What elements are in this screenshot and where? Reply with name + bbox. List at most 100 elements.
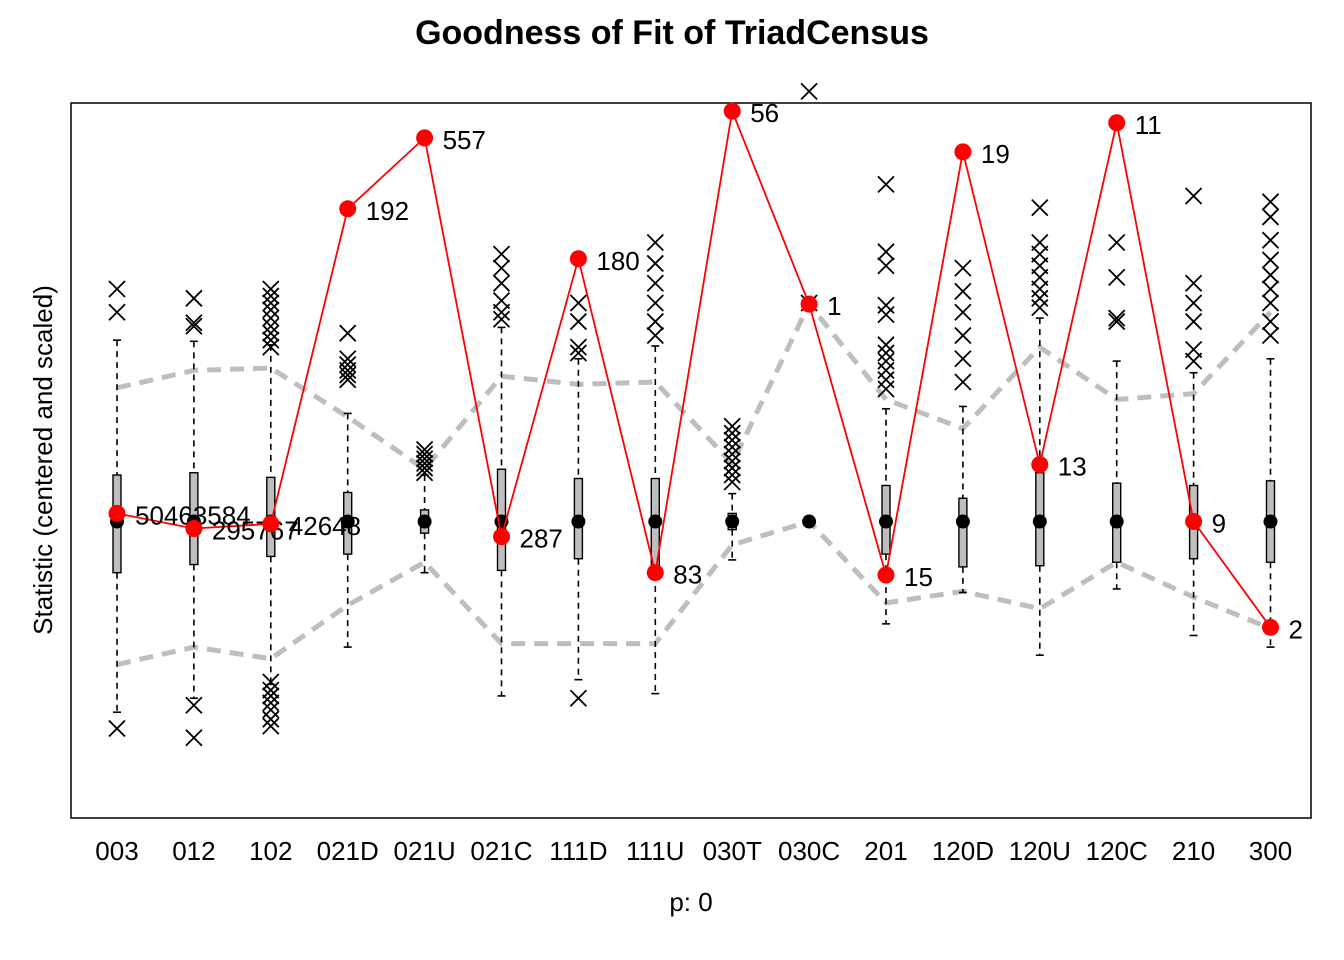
- outlier-mark-111U: [646, 254, 664, 273]
- observed-point-021U: [416, 129, 434, 147]
- chart-title: Goodness of Fit of TriadCensus: [415, 14, 929, 52]
- outlier-mark-021U: [415, 450, 434, 468]
- x-tick-label-201: 201: [864, 836, 907, 866]
- boxplot-021D: [340, 412, 355, 648]
- outlier-mark-300: [1261, 193, 1280, 211]
- outlier-mark-021D: [339, 324, 357, 342]
- outlier-mark-102: [262, 301, 280, 319]
- observed-point-120C: [1108, 114, 1126, 132]
- median-point: [725, 514, 740, 529]
- outlier-mark-012: [185, 729, 203, 747]
- observed-label-120U: 13: [1058, 452, 1087, 482]
- median-point: [955, 514, 970, 529]
- outlier-mark-021C: [492, 310, 511, 328]
- outlier-mark-021U: [415, 459, 434, 477]
- observed-label-012: 295767: [212, 516, 299, 546]
- boxplot-120D: [955, 405, 970, 594]
- x-tick-label-120C: 120C: [1086, 836, 1148, 866]
- x-axis-ticks: 003 012 102 021D 021U 021C 111D 111U 030T 030C 201…: [95, 836, 1292, 866]
- outlier-mark-201: [877, 175, 895, 194]
- confidence-bands: [116, 299, 1273, 667]
- outlier-mark-030C: [800, 82, 818, 101]
- outlier-mark-120D: [954, 303, 972, 321]
- median-point: [1263, 514, 1278, 529]
- observed-point-300: [1262, 618, 1279, 636]
- outlier-mark-120C: [1108, 268, 1126, 287]
- observed-label-021D: 192: [366, 196, 409, 226]
- outlier-mark-030T: [723, 473, 741, 491]
- x-axis-label: p: 0: [669, 887, 712, 917]
- boxplot-030T: [725, 492, 740, 561]
- outlier-mark-210: [1184, 352, 1203, 370]
- outlier-mark-030T: [723, 452, 741, 470]
- outlier-mark-021D: [339, 361, 357, 380]
- x-tick-label-030C: 030C: [778, 836, 840, 866]
- outlier-mark-030T: [723, 424, 741, 442]
- median-point: [879, 514, 893, 529]
- outlier-mark-300: [1261, 312, 1280, 331]
- outlier-mark-030T: [723, 466, 741, 484]
- outlier-mark-300: [1261, 266, 1280, 284]
- x-tick-label-111U: 111U: [626, 836, 684, 866]
- plot-frame: [70, 102, 1312, 819]
- outlier-mark-300: [1261, 231, 1280, 249]
- x-tick-label-102: 102: [249, 836, 292, 866]
- outlier-mark-102: [262, 287, 280, 305]
- outlier-mark-102: [262, 687, 280, 705]
- outlier-mark-300: [1261, 280, 1280, 298]
- outlier-mark-120U: [1031, 198, 1049, 217]
- median-point: [802, 514, 817, 529]
- upper-band-line: [116, 299, 1273, 473]
- outlier-mark-021C: [492, 303, 511, 321]
- outlier-mark-111D: [569, 344, 588, 362]
- outlier-mark-012: [185, 696, 203, 714]
- y-axis-label: Statistic (centered and scaled): [28, 285, 58, 635]
- observed-point-111U: [646, 564, 664, 582]
- outlier-mark-201: [877, 243, 895, 261]
- observed-point-120D: [954, 143, 972, 161]
- outlier-mark-021D: [339, 366, 357, 384]
- outlier-mark-120C: [1108, 312, 1126, 331]
- outlier-mark-012: [185, 289, 203, 307]
- boxplot-030C: [802, 514, 817, 529]
- observed-point-120U: [1031, 456, 1049, 474]
- observed-label-300: 2: [1289, 614, 1303, 644]
- outlier-mark-300: [1261, 326, 1280, 345]
- median-point: [340, 514, 355, 529]
- outlier-mark-111U: [646, 233, 664, 252]
- outlier-mark-021D: [339, 371, 357, 389]
- x-tick-label-111D: 111D: [549, 836, 607, 866]
- outlier-mark-210: [1184, 294, 1203, 312]
- median-point: [648, 514, 663, 529]
- observed-point-030T: [723, 102, 741, 120]
- outlier-mark-102: [262, 317, 280, 335]
- outlier-mark-201: [877, 361, 895, 380]
- observed-line: [116, 107, 1272, 628]
- outlier-mark-111D: [569, 689, 588, 707]
- observed-label-021U: 557: [443, 125, 486, 155]
- outlier-mark-201: [877, 296, 895, 314]
- outlier-mark-102: [262, 701, 280, 719]
- observed-point-012: [185, 520, 203, 538]
- outlier-mark-102: [262, 280, 280, 298]
- outlier-mark-102: [262, 694, 280, 712]
- observed-point-102: [262, 515, 280, 533]
- x-tick-label-021C: 021C: [470, 836, 532, 866]
- outlier-mark-120D: [954, 350, 972, 368]
- outlier-mark-120C: [1108, 233, 1126, 252]
- outlier-mark-120U: [1031, 298, 1049, 317]
- outlier-mark-201: [877, 344, 895, 362]
- simulated-outliers: [108, 82, 1280, 747]
- outlier-mark-003: [108, 280, 126, 298]
- boxplot-300: [1263, 357, 1278, 648]
- outlier-mark-102: [262, 309, 280, 327]
- outlier-mark-120D: [954, 259, 972, 277]
- observed-label-111D: 180: [596, 246, 639, 276]
- outlier-mark-111U: [646, 274, 664, 292]
- outlier-mark-120U: [1031, 280, 1049, 298]
- outlier-mark-120C: [1108, 309, 1126, 327]
- outlier-mark-120U: [1031, 289, 1049, 307]
- outlier-mark-201: [877, 336, 895, 354]
- outlier-mark-201: [877, 352, 895, 370]
